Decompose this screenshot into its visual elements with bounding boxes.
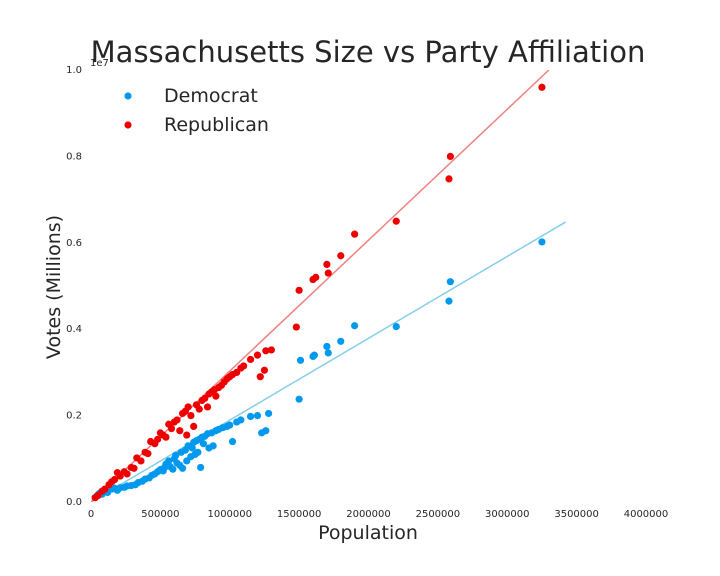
data-point-republican [445, 175, 453, 183]
data-point-democrat [253, 412, 262, 420]
data-point-republican [262, 347, 270, 355]
y-tick-label: 0.2 [66, 411, 82, 422]
x-tick-label: 1500000 [277, 509, 322, 520]
y-tick-label: 0.8 [66, 151, 82, 162]
data-point-democrat [446, 278, 454, 286]
data-point-democrat [169, 465, 177, 473]
data-point-democrat [337, 337, 345, 345]
y-tick-label: 0.0 [66, 497, 82, 508]
data-point-democrat [324, 349, 332, 357]
trend-line-republican [91, 70, 550, 502]
data-point-republican [123, 470, 131, 478]
data-point-democrat [226, 421, 234, 429]
data-point-republican [240, 362, 248, 370]
data-point-democrat [445, 297, 453, 305]
data-point-republican [292, 323, 300, 331]
data-point-democrat [194, 448, 202, 456]
data-point-democrat [392, 323, 400, 331]
legend-marker-republican [124, 121, 132, 129]
x-tick-label: 0 [88, 509, 94, 520]
x-tick-label: 1000000 [207, 509, 252, 520]
data-point-republican [392, 217, 400, 225]
y-axis-label: Votes (Millions) [43, 215, 65, 359]
data-point-republican [137, 457, 145, 465]
trend-line-democrat [91, 221, 566, 502]
trend-lines [91, 70, 566, 502]
data-point-republican [184, 403, 192, 411]
data-point-democrat [165, 457, 173, 465]
data-point-republican [154, 435, 162, 443]
data-point-republican [351, 230, 359, 238]
x-tick-label: 2000000 [346, 509, 391, 520]
data-point-democrat [199, 440, 207, 448]
data-point-democrat [188, 444, 196, 452]
y-axis-offset-label: 1e7 [90, 58, 109, 69]
data-point-republican [130, 464, 138, 472]
data-point-republican [538, 83, 546, 91]
data-point-republican [195, 405, 203, 413]
data-point-republican [167, 424, 176, 433]
y-axis-ticks: 0.0 0.2 0.4 0.6 0.8 1.0 [66, 65, 82, 508]
data-point-republican [324, 269, 332, 277]
data-point-republican [162, 433, 170, 441]
data-point-republican [203, 403, 212, 411]
chart-title: Massachusetts Size vs Party Affiliation [91, 35, 646, 69]
data-point-republican [260, 366, 269, 374]
x-axis-label: Population [318, 522, 418, 544]
x-tick-label: 4000000 [624, 509, 669, 520]
legend-label-democrat: Democrat [164, 85, 258, 107]
data-point-republican [187, 412, 195, 420]
data-point-democrat [310, 351, 318, 359]
data-point-democrat [538, 238, 546, 246]
data-point-democrat [351, 322, 359, 330]
data-point-republican [253, 351, 262, 359]
data-point-democrat [228, 437, 237, 446]
y-tick-label: 0.6 [66, 238, 82, 249]
data-point-democrat [209, 442, 217, 450]
x-tick-label: 500000 [141, 509, 179, 520]
data-point-democrat [296, 356, 305, 364]
series-republican [91, 83, 546, 502]
data-point-democrat [295, 395, 303, 403]
y-tick-label: 1.0 [66, 65, 82, 76]
data-point-republican [246, 355, 255, 364]
y-tick-label: 0.4 [66, 324, 82, 335]
legend: Democrat Republican [124, 85, 269, 136]
data-point-republican [212, 392, 220, 400]
data-point-republican [190, 422, 198, 430]
data-point-republican [173, 416, 181, 424]
data-point-republican [337, 252, 345, 260]
data-point-democrat [246, 412, 255, 421]
data-point-republican [323, 260, 331, 268]
data-point-republican [110, 475, 119, 484]
data-point-democrat [323, 342, 331, 351]
data-point-republican [256, 373, 264, 381]
data-points [91, 83, 546, 502]
data-point-republican [176, 427, 184, 435]
data-point-republican [446, 152, 454, 160]
data-point-democrat [197, 463, 205, 472]
data-point-republican [312, 273, 320, 281]
x-tick-label: 3000000 [485, 509, 530, 520]
legend-label-republican: Republican [164, 114, 269, 136]
data-point-democrat [178, 464, 187, 472]
data-point-democrat [172, 451, 180, 459]
data-point-republican [183, 431, 191, 439]
data-point-democrat [265, 409, 273, 418]
data-point-democrat [237, 416, 245, 424]
data-point-democrat [262, 427, 270, 435]
legend-marker-democrat [124, 92, 132, 100]
data-point-republican [267, 346, 275, 354]
x-tick-label: 3500000 [554, 509, 599, 520]
data-point-republican [144, 450, 152, 458]
data-point-republican [295, 286, 303, 294]
x-axis-ticks: 0 500000 1000000 1500000 2000000 2500000 30000… [88, 509, 668, 520]
x-tick-label: 2500000 [416, 509, 461, 520]
